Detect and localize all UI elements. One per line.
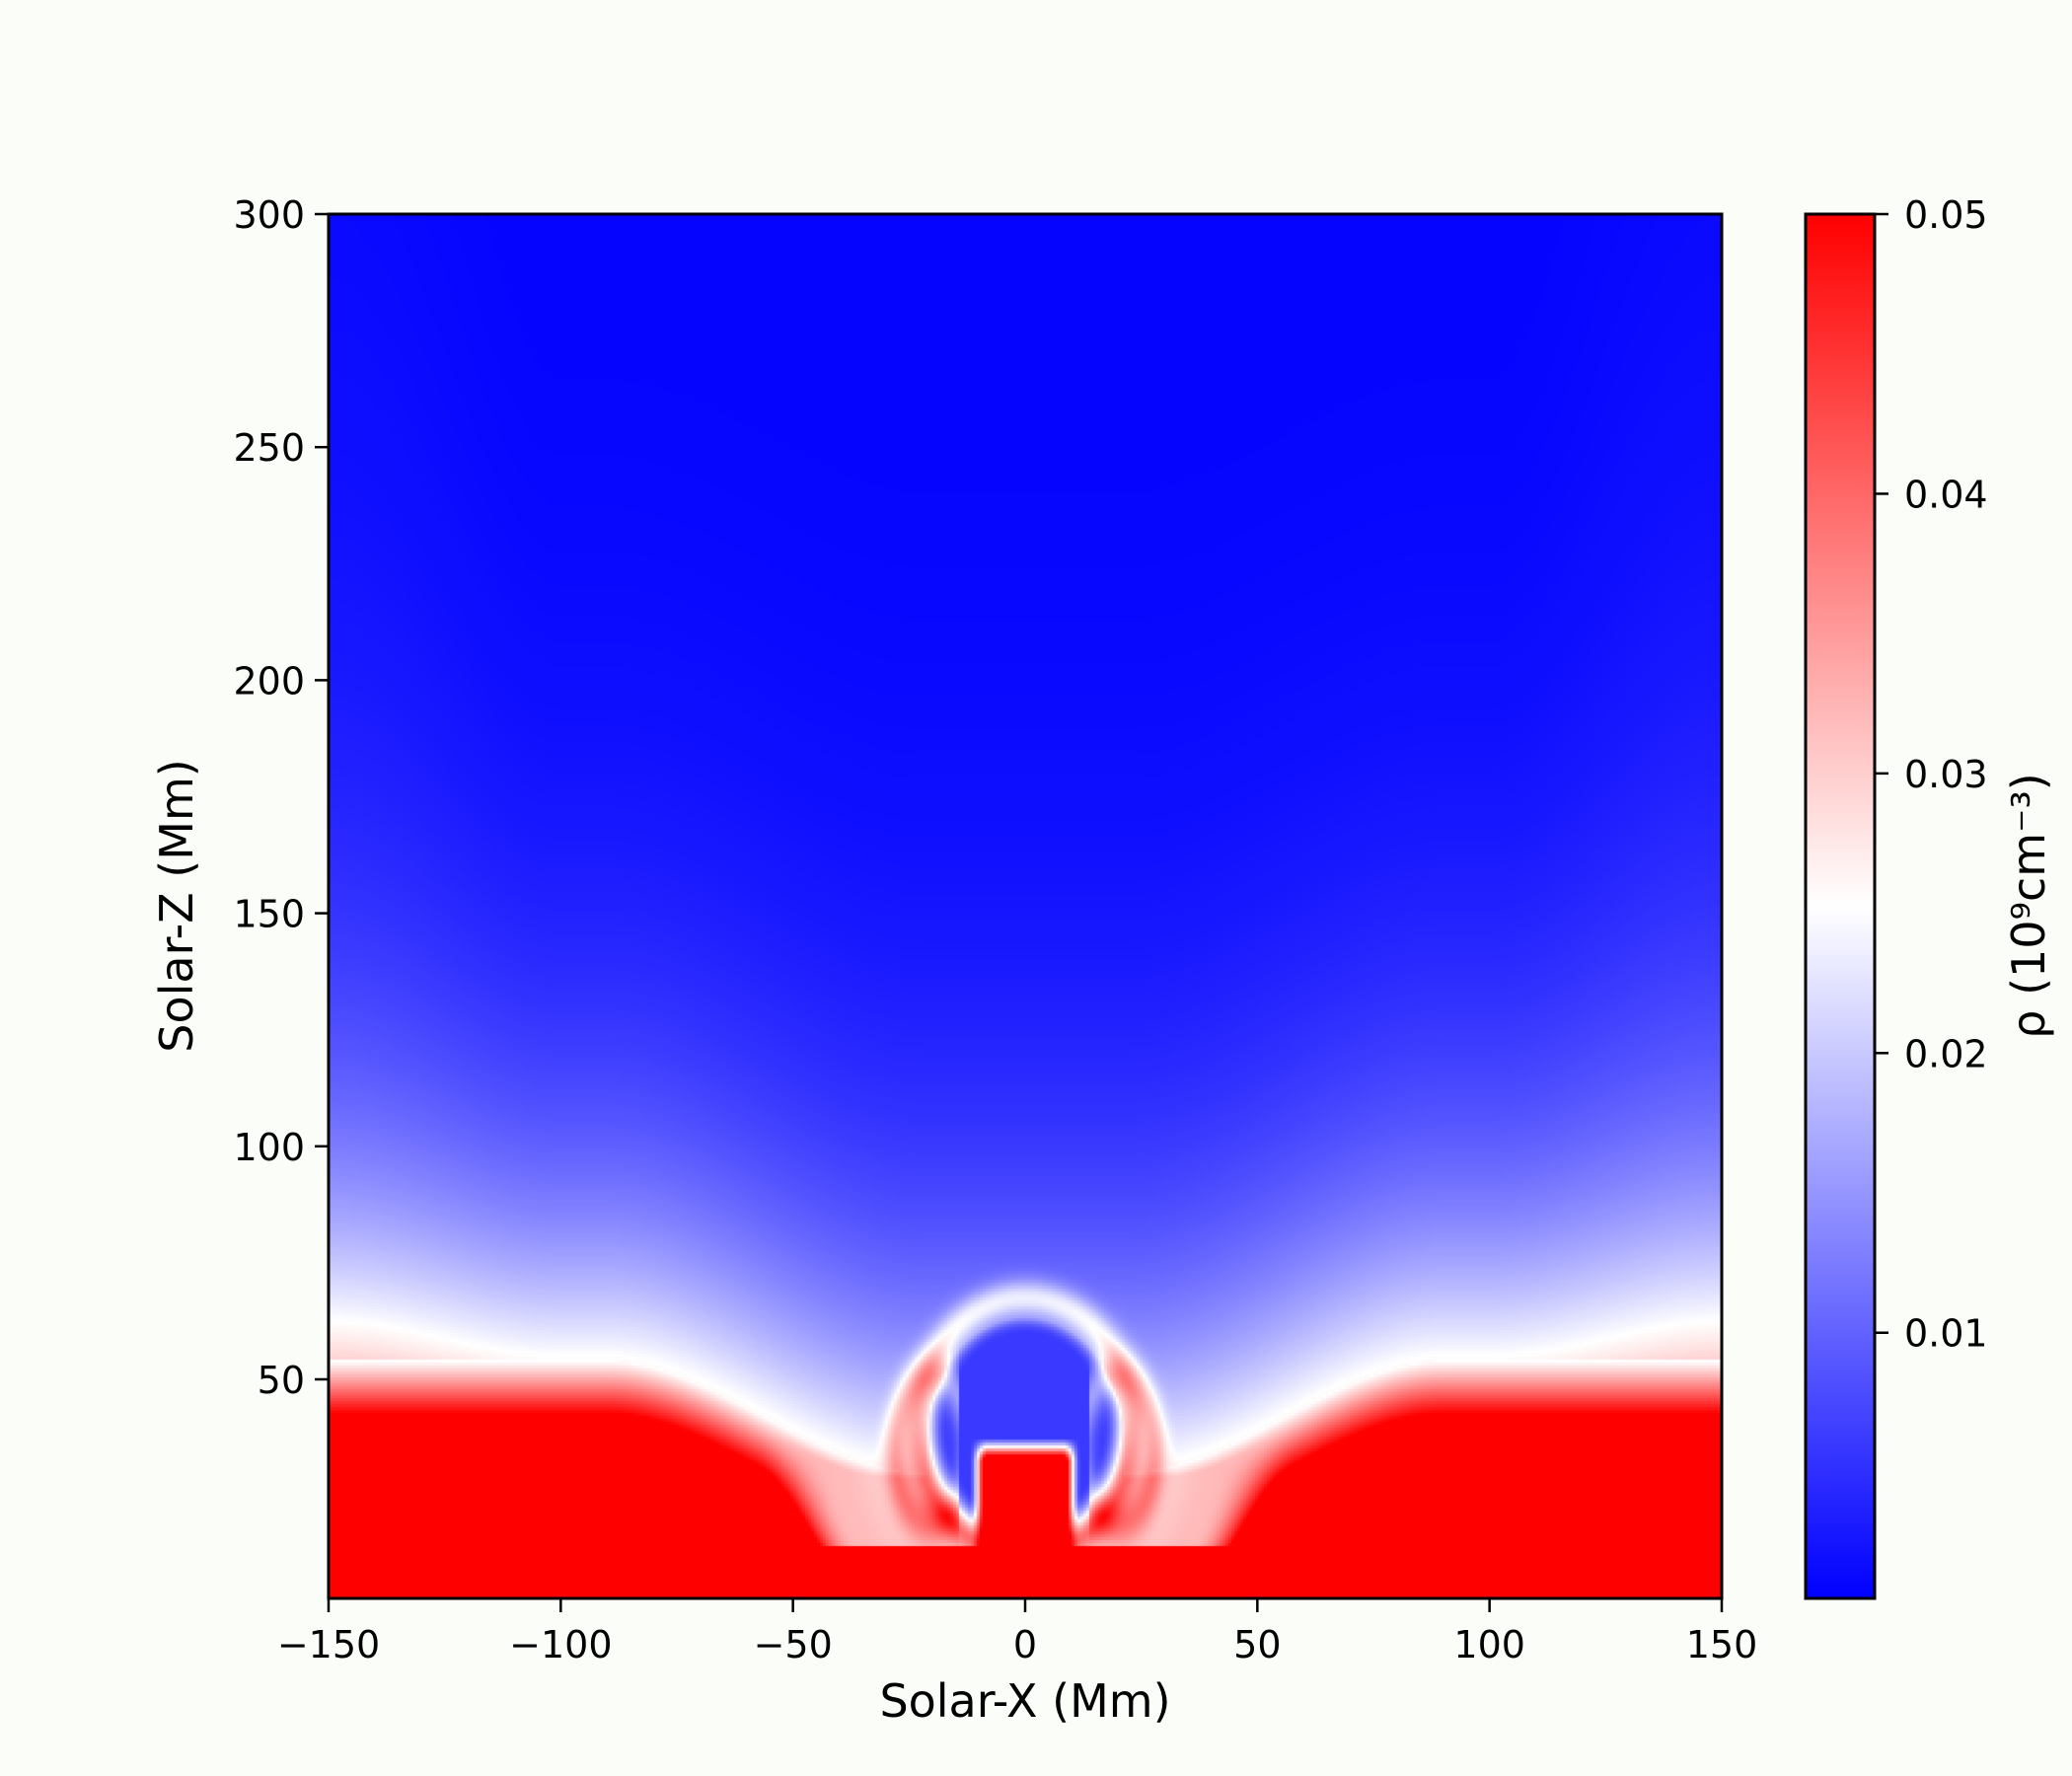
- colorbar-tick-label: 0.03: [1904, 753, 1988, 796]
- colorbar-tick-label: 0.02: [1904, 1032, 1988, 1075]
- x-tick-label: 100: [1453, 1623, 1525, 1666]
- x-tick-label: 150: [1686, 1623, 1758, 1666]
- x-tick-label: 50: [1233, 1623, 1281, 1666]
- y-axis-title: Solar-Z (Mm): [150, 759, 203, 1052]
- x-tick-label: −50: [754, 1623, 833, 1666]
- y-tick-label: 300: [233, 193, 305, 237]
- x-axis-title: Solar-X (Mm): [879, 1674, 1170, 1728]
- colorbar-ticks: 0.01 0.02 0.03 0.04 0.05: [1875, 193, 1988, 1356]
- x-axis: −150 −100 −50 0 50 100 150: [277, 1598, 1757, 1666]
- colorbar-label: ρ (10⁹cm⁻³): [2002, 773, 2055, 1039]
- y-tick-label: 50: [258, 1359, 305, 1402]
- x-tick-label: −100: [509, 1623, 612, 1666]
- colorbar: 0.01 0.02 0.03 0.04 0.05 ρ (10⁹cm⁻³): [1804, 193, 2055, 1600]
- y-tick-label: 250: [233, 426, 305, 470]
- density-heatmap: [329, 214, 1722, 1598]
- colorbar-gradient: [1804, 212, 1877, 1600]
- y-axis: 50 100 150 200 250 300: [233, 193, 329, 1402]
- y-tick-label: 150: [233, 893, 305, 936]
- colorbar-tick-label: 0.04: [1904, 473, 1988, 516]
- x-tick-label: 0: [1013, 1623, 1037, 1666]
- y-tick-label: 200: [233, 659, 305, 703]
- colorbar-tick-label: 0.01: [1904, 1312, 1988, 1356]
- plot-area: [327, 212, 1724, 1600]
- colorbar-tick-label: 0.05: [1904, 193, 1988, 237]
- x-tick-label: −150: [277, 1623, 380, 1666]
- y-tick-label: 100: [233, 1126, 305, 1169]
